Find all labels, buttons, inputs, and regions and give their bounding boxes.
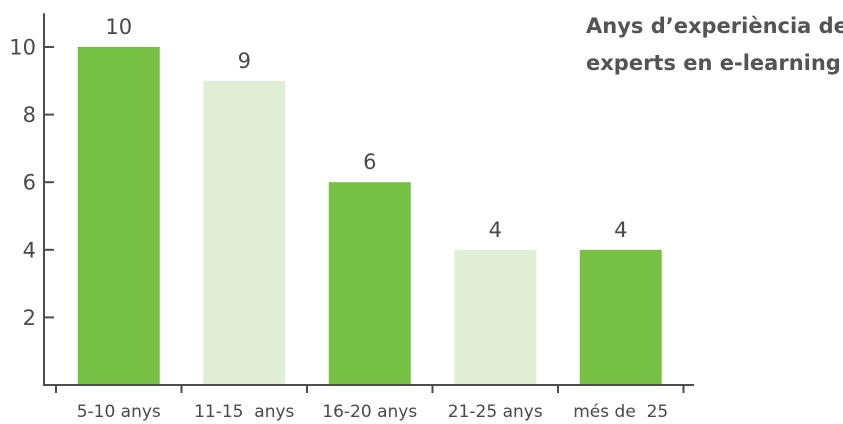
chart-title-line-2: experts en e-learning [586, 51, 841, 75]
bars-group [77, 47, 662, 386]
chart-title: Anys d’experiència dels experts en e-lea… [586, 8, 843, 82]
y-tick-label-4: 4 [23, 238, 36, 262]
data-label-2: 9 [238, 49, 251, 73]
y-tick-label-6: 6 [23, 171, 36, 195]
category-label-1: 5-10 anys [77, 402, 161, 422]
axes-group [43, 13, 694, 393]
data-label-4: 4 [489, 218, 502, 242]
y-tick-label-10: 10 [9, 36, 36, 60]
bar-2 [203, 80, 286, 386]
bar-1 [77, 47, 160, 385]
bar-3 [328, 182, 411, 385]
category-label-5: més de 25 [573, 402, 668, 422]
data-label-5: 4 [614, 218, 627, 242]
chart-title-line-1: Anys d’experiència dels [586, 14, 843, 38]
category-label-3: 16-20 anys [322, 402, 417, 422]
data-label-1: 10 [105, 15, 132, 39]
bar-5 [579, 249, 662, 385]
y-tick-label-8: 8 [23, 103, 36, 127]
y-tick-label-2: 2 [23, 306, 36, 330]
category-label-4: 21-25 anys [448, 402, 543, 422]
labels-group: 10 5-10 anys 9 11-15 anys 6 16-20 anys 4 21-25 … [9, 15, 668, 422]
bar-4 [454, 249, 537, 385]
data-label-3: 6 [363, 150, 376, 174]
category-label-2: 11-15 anys [194, 402, 294, 422]
